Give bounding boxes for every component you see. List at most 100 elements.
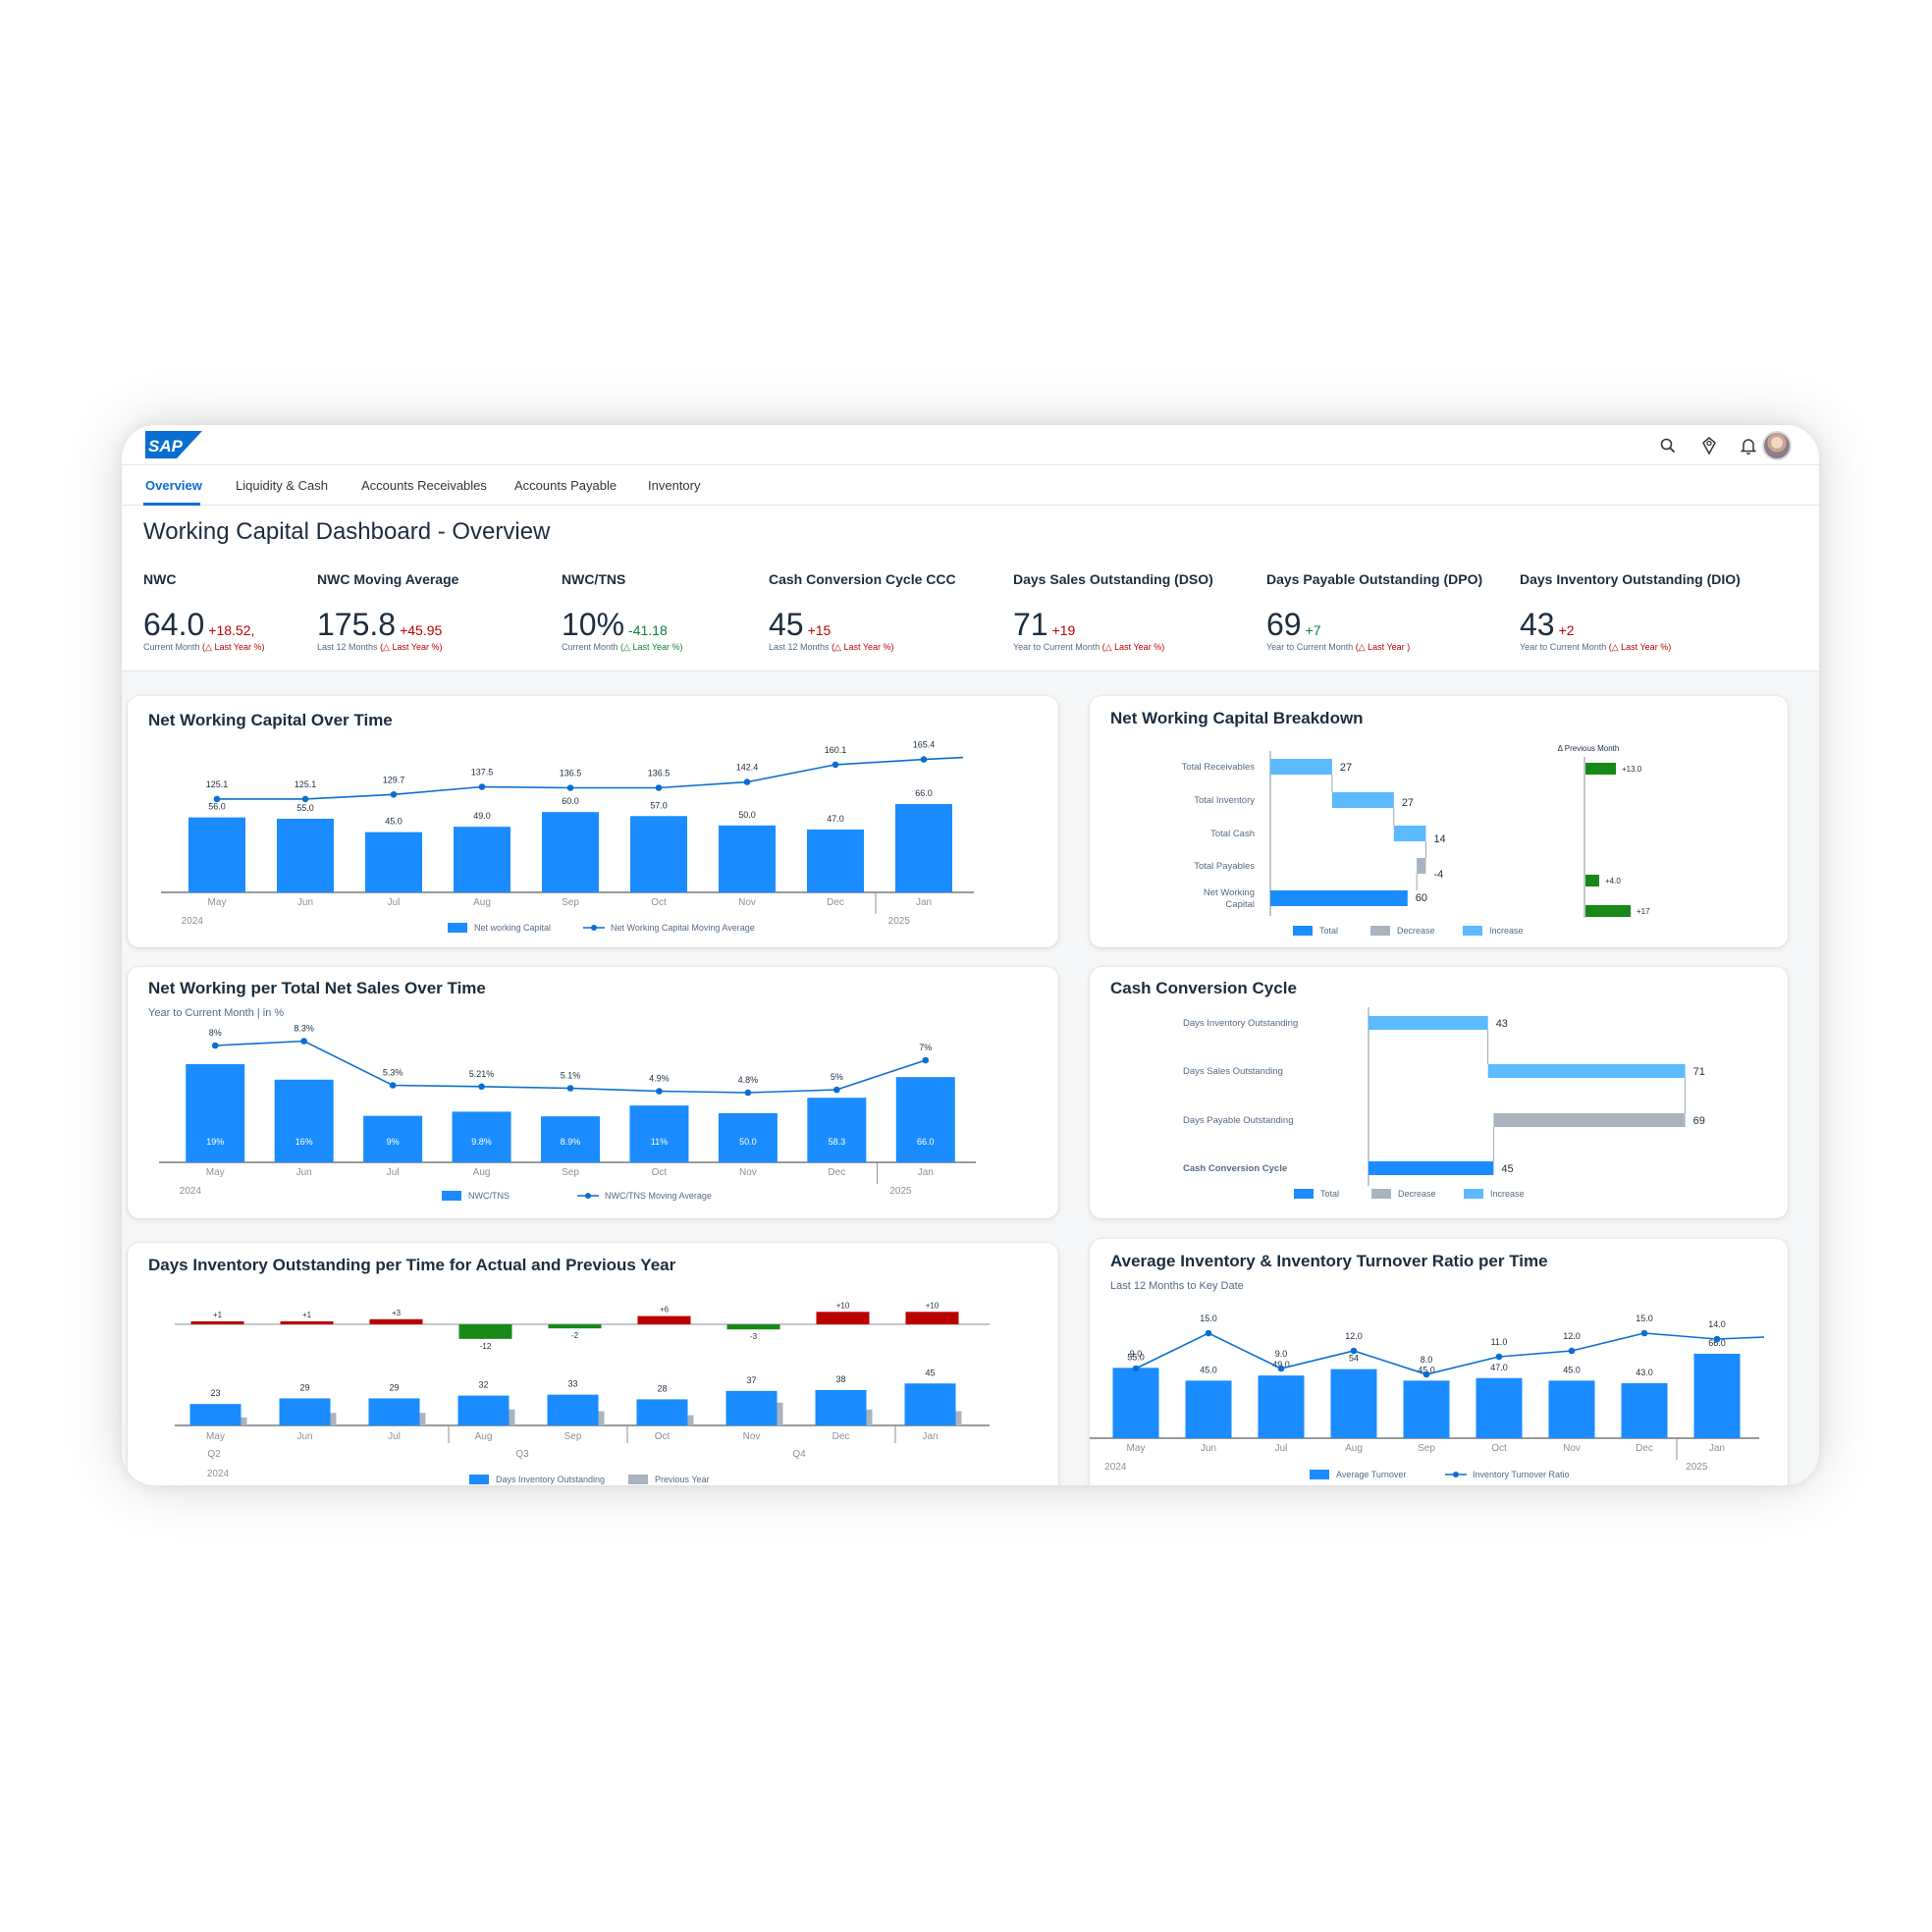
bar [1403, 1380, 1450, 1438]
x-tick-label: Dec [1636, 1443, 1653, 1454]
x-tick-label: Sep [564, 1431, 582, 1442]
line-value-label: 11.0 [1491, 1337, 1508, 1347]
card-subtitle: Last 12 Months to Key Date [1110, 1280, 1244, 1292]
tab-liquidity-cash[interactable]: Liquidity & Cash [236, 478, 328, 493]
variance-label: -3 [750, 1332, 758, 1341]
tab-accounts-receivables[interactable]: Accounts Receivables [361, 478, 487, 493]
line-value-label: 125.1 [295, 779, 317, 789]
bar-value-label: 45.0 [1200, 1365, 1217, 1374]
bar-value-label: 28 [657, 1383, 667, 1393]
kpi-nwc[interactable]: NWC 64.0 +18.52, Current Month (△ Last Ye… [143, 571, 379, 653]
variance-bar [548, 1324, 602, 1329]
line-point [743, 778, 751, 785]
tab-overview[interactable]: Overview [145, 478, 202, 493]
bar [363, 1115, 423, 1162]
card-nwc-breakdown[interactable]: Net Working Capital Breakdown 27 Total Re… [1090, 696, 1788, 947]
waterfall-bar [1487, 1064, 1686, 1078]
line-value-label: 5% [831, 1072, 843, 1082]
kpi-value: 10% [562, 607, 625, 642]
legend-label: NWC/TNS [468, 1191, 510, 1201]
bar-value-label: 27 [1402, 797, 1414, 809]
variance-bar [458, 1324, 512, 1339]
bar [542, 812, 599, 892]
bell-icon[interactable] [1739, 436, 1758, 456]
active-tab-indicator [143, 503, 200, 506]
kpi-title: Days Payable Outstanding (DPO) [1266, 571, 1483, 587]
card-nwc-tns-over-time[interactable]: Net Working per Total Net Sales Over Tim… [128, 967, 1058, 1218]
kpi-nwc-tns[interactable]: NWC/TNS 10% -41.18 Current Month (△ Last … [562, 571, 797, 653]
x-tick-label: Nov [743, 1431, 761, 1442]
nwc-breakdown-chart: 27 Total Receivables 27 Total Inventory 14 To… [1182, 744, 1650, 936]
line-point [833, 1086, 840, 1094]
category-label: Total Cash [1210, 829, 1255, 839]
pin-icon[interactable] [1699, 436, 1719, 456]
legend-line-dot [1453, 1472, 1459, 1477]
kpi-compare: (△ Last Year %) [620, 642, 683, 652]
x-tick-label: Jan [916, 897, 932, 908]
category-label: Net Working [1204, 887, 1255, 898]
search-icon[interactable] [1658, 436, 1678, 456]
user-avatar[interactable] [1762, 431, 1792, 460]
bar-value-label: 69 [1693, 1115, 1705, 1127]
side-panel-bar [1585, 875, 1599, 886]
card-subtitle: Year to Current Month | in % [148, 1007, 285, 1019]
waterfall-bar [1393, 826, 1426, 841]
sap-logo[interactable]: SAP [145, 431, 202, 458]
line-value-label: 136.5 [648, 769, 671, 778]
x-tick-label: May [1127, 1443, 1146, 1454]
variance-bar [280, 1320, 334, 1324]
x-tick-label: Sep [562, 897, 579, 908]
kpi-title: NWC/TNS [562, 571, 626, 587]
category-label: Days Sales Outstanding [1183, 1066, 1283, 1077]
line-value-label: 160.1 [825, 745, 847, 755]
trend-line [1135, 1332, 1765, 1375]
year-label: 2024 [207, 1469, 230, 1479]
variance-label: -2 [571, 1331, 579, 1340]
bar-value-label: 57.0 [650, 800, 668, 810]
line-point [1713, 1335, 1721, 1343]
actual-bar [815, 1389, 867, 1425]
bar [1330, 1368, 1377, 1438]
bar-value-label: 45 [1501, 1163, 1513, 1175]
card-cash-conversion-cycle[interactable]: Cash Conversion Cycle 43 Days Inventory O… [1090, 967, 1788, 1218]
waterfall-bar [1368, 1161, 1494, 1175]
bar-value-label: 66.0 [917, 1137, 935, 1147]
bar-value-label: 49.0 [1272, 1360, 1290, 1369]
kpi-dso[interactable]: Days Sales Outstanding (DSO) 71 +19 Year … [1013, 571, 1249, 653]
bar [1693, 1354, 1741, 1438]
year-label: 2025 [888, 916, 911, 927]
kpi-dio[interactable]: Days Inventory Outstanding (DIO) 43 +2 Ye… [1520, 571, 1755, 653]
line-value-label: 5.1% [561, 1071, 581, 1081]
x-tick-label: Nov [1563, 1443, 1581, 1454]
card-title: Cash Conversion Cycle [1110, 979, 1297, 997]
tab-inventory[interactable]: Inventory [648, 478, 701, 493]
kpi-compare: (△ Last Year ) [1355, 642, 1411, 652]
x-tick-label: Nov [738, 897, 756, 908]
line-point [832, 761, 839, 769]
x-tick-label: May [206, 1431, 225, 1442]
x-tick-label: Jun [297, 897, 313, 908]
kpi-nwc-moving-average[interactable]: NWC Moving Average 175.8 +45.95 Last 12 M… [317, 571, 553, 653]
kpi-period: Last 12 Months [317, 642, 378, 652]
bar-value-label: 45.0 [385, 817, 402, 827]
card-dio-actual-vs-previous[interactable]: Days Inventory Outstanding per Time for … [128, 1243, 1058, 1485]
card-avg-inventory-turnover[interactable]: Average Inventory & Inventory Turnover R… [1090, 1239, 1788, 1485]
kpi-period: Year to Current Month [1266, 642, 1354, 652]
card-nwc-over-time[interactable]: Net Working Capital Over Time 56.0 May 55.… [128, 696, 1058, 947]
bar-value-label: 14 [1433, 833, 1445, 845]
bar-value-label: 45.0 [1418, 1365, 1435, 1374]
x-tick-label: Jun [1201, 1443, 1216, 1454]
variance-label: -12 [480, 1342, 492, 1351]
kpi-cash-conversion-cycle[interactable]: Cash Conversion Cycle CCC 45 +15 Last 12 … [769, 571, 1004, 653]
kpi-compare: (△ Last Year %) [832, 642, 894, 652]
trend-line [217, 756, 964, 800]
x-tick-label: May [208, 897, 227, 908]
legend-label: Average Turnover [1336, 1470, 1406, 1479]
waterfall-bar [1493, 1113, 1686, 1127]
kpi-dpo[interactable]: Days Payable Outstanding (DPO) 69 +7 Year… [1266, 571, 1502, 653]
kpi-delta: +2 [1558, 622, 1575, 638]
legend-swatch [1463, 926, 1482, 936]
card-title: Net Working per Total Net Sales Over Tim… [148, 979, 486, 997]
bar-value-label: 9% [387, 1137, 400, 1147]
tab-accounts-payable[interactable]: Accounts Payable [514, 478, 617, 493]
